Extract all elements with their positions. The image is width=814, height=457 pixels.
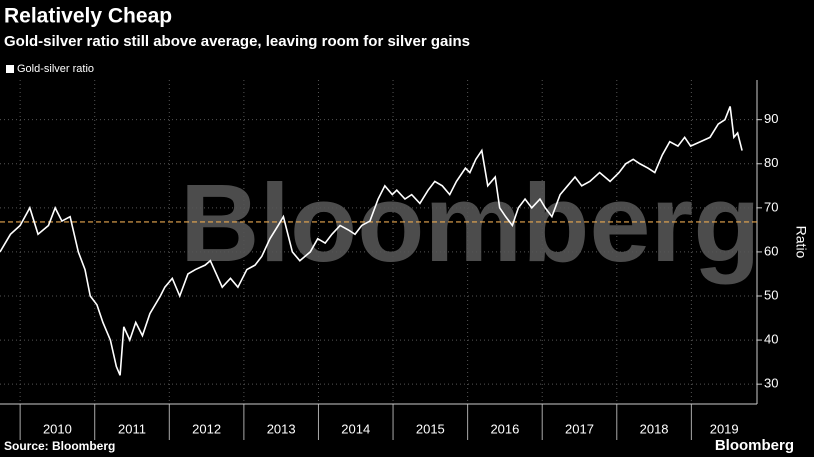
y-tick-label: 30: [764, 376, 778, 391]
y-tick-label: 80: [764, 155, 778, 170]
y-tick-label: 40: [764, 332, 778, 347]
x-tick-label: 2010: [43, 421, 72, 436]
x-tick-label: 2011: [118, 421, 146, 436]
x-tick-label: 2016: [490, 421, 519, 436]
x-tick-label: 2012: [192, 421, 221, 436]
legend-swatch: [6, 65, 14, 73]
x-tick-label: 2019: [710, 421, 739, 436]
y-axis-label: Ratio: [793, 226, 809, 259]
source: Source: Bloomberg: [4, 439, 115, 453]
y-tick-label: 60: [764, 243, 778, 258]
legend-label: Gold-silver ratio: [17, 63, 94, 75]
x-tick-label: 2015: [416, 421, 445, 436]
y-tick-label: 50: [764, 287, 778, 302]
x-tick-label: 2014: [341, 421, 370, 436]
chart-title: Relatively Cheap: [4, 5, 172, 28]
x-tick-label: 2017: [565, 421, 594, 436]
y-tick-label: 70: [764, 199, 778, 214]
x-tick-label: 2013: [267, 421, 296, 436]
x-tick-label: 2018: [640, 421, 669, 436]
logo: Bloomberg: [715, 437, 794, 454]
y-tick-label: 90: [764, 111, 778, 126]
watermark: Bloomberg: [180, 162, 761, 285]
line: [0, 106, 743, 376]
chart-subtitle: Gold-silver ratio still above average, l…: [4, 33, 470, 50]
